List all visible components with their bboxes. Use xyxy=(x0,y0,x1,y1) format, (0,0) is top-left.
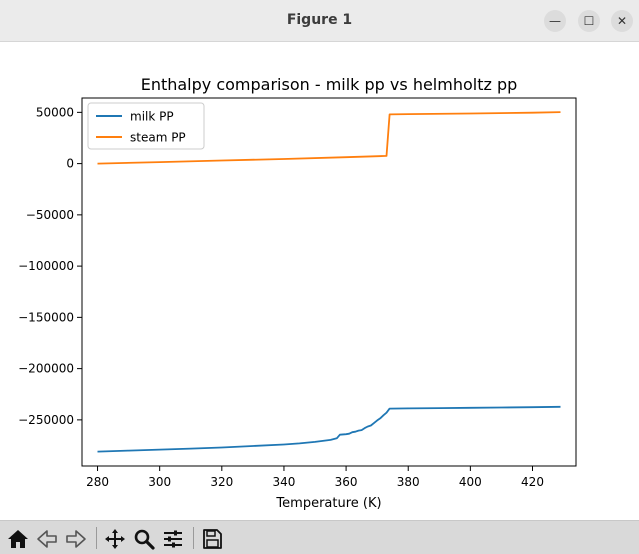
save-icon xyxy=(203,529,222,549)
figure-canvas[interactable]: Enthalpy comparison - milk pp vs helmhol… xyxy=(0,42,639,520)
x-tick-label: 380 xyxy=(397,475,420,489)
y-tick-label: −50000 xyxy=(26,208,74,222)
home-icon xyxy=(8,530,28,548)
minimize-icon: — xyxy=(549,14,561,28)
y-tick-label: −100000 xyxy=(18,259,74,273)
zoom-button[interactable] xyxy=(132,527,156,551)
x-tick-label: 340 xyxy=(272,475,295,489)
y-tick-label: 0 xyxy=(66,157,74,171)
forward-icon xyxy=(66,530,86,548)
configure-subplots-button[interactable] xyxy=(161,527,185,551)
zoom-icon xyxy=(134,529,155,550)
back-icon xyxy=(37,530,57,548)
y-tick-label: −200000 xyxy=(18,362,74,376)
x-axis-label: Temperature (K) xyxy=(275,496,381,511)
x-ticks: 280 300 320 340 360 380 400 420 xyxy=(86,466,544,489)
y-tick-label: −150000 xyxy=(18,310,74,324)
legend: milk PP steam PP xyxy=(87,102,205,150)
save-button[interactable] xyxy=(200,527,224,551)
close-button[interactable]: ✕ xyxy=(611,10,633,32)
x-tick-label: 420 xyxy=(521,475,544,489)
minimize-button[interactable]: — xyxy=(544,10,566,32)
window-title: Figure 1 xyxy=(286,12,353,28)
chart-title: Enthalpy comparison - milk pp vs helmhol… xyxy=(141,75,518,94)
back-button[interactable] xyxy=(35,527,59,551)
toolbar-separator xyxy=(96,527,97,549)
pan-button[interactable] xyxy=(103,527,127,551)
home-button[interactable] xyxy=(6,527,30,551)
x-tick-label: 300 xyxy=(148,475,171,489)
maximize-button[interactable]: ☐ xyxy=(578,10,600,32)
legend-label: milk PP xyxy=(130,110,174,124)
enthalpy-chart: Enthalpy comparison - milk pp vs helmhol… xyxy=(18,75,577,511)
x-tick-label: 400 xyxy=(459,475,482,489)
y-ticks: 50000 0 −50000 −100000 −150000 −200000 −250000 xyxy=(18,105,82,427)
x-tick-label: 280 xyxy=(86,475,109,489)
pan-icon xyxy=(105,529,125,549)
series-layer xyxy=(97,111,561,453)
series-line-milk-pp xyxy=(97,405,561,453)
window-titlebar: Figure 1 — ☐ ✕ xyxy=(0,0,639,42)
toolbar-separator xyxy=(193,527,194,549)
navigation-toolbar xyxy=(0,520,639,554)
series-line-steam-pp xyxy=(97,111,561,165)
y-tick-label: 50000 xyxy=(36,105,74,119)
x-tick-label: 360 xyxy=(335,475,358,489)
legend-label: steam PP xyxy=(130,131,186,145)
y-tick-label: −250000 xyxy=(18,413,74,427)
configure-subplots-icon xyxy=(164,530,182,548)
close-icon: ✕ xyxy=(616,14,628,28)
maximize-icon: ☐ xyxy=(583,14,595,28)
forward-button[interactable] xyxy=(64,527,88,551)
x-tick-label: 320 xyxy=(210,475,233,489)
plot-frame xyxy=(81,97,577,467)
